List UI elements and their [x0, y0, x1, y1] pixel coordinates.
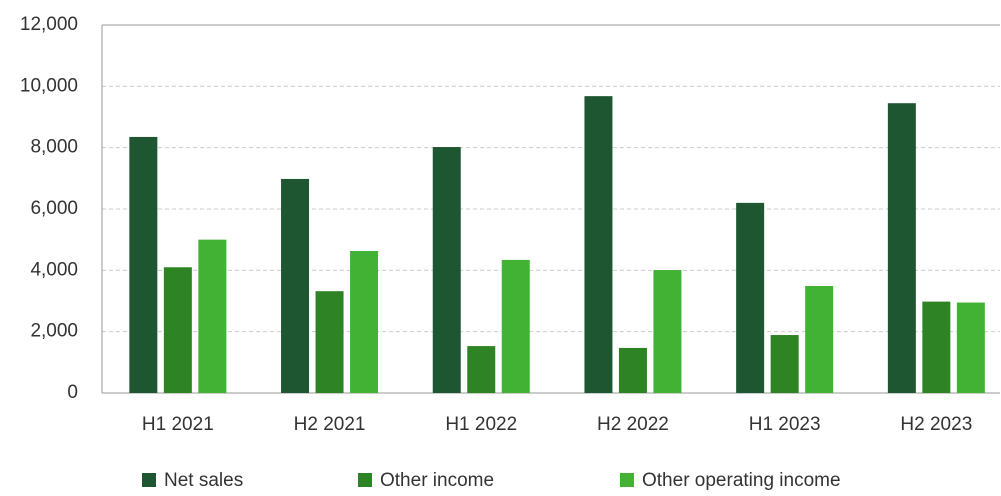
bar: [467, 346, 496, 393]
bar: [922, 301, 951, 393]
bar: [887, 103, 916, 393]
legend-label: Other operating income: [642, 470, 841, 491]
x-tick-label: H2 2022: [597, 414, 669, 435]
bar: [281, 178, 310, 393]
bar: [618, 347, 647, 393]
bar: [501, 259, 530, 393]
x-tick-label: H2 2023: [900, 414, 972, 435]
bar: [653, 270, 682, 393]
y-tick-label: 6,000: [30, 198, 78, 219]
bar: [770, 335, 799, 393]
bar: [736, 202, 765, 393]
legend-swatch: [142, 473, 156, 487]
bar: [584, 96, 613, 393]
legend-label: Net sales: [164, 470, 243, 491]
bar: [956, 302, 985, 393]
y-tick-label: 0: [67, 382, 78, 403]
bar: [315, 291, 344, 393]
bar: [198, 239, 227, 393]
y-tick-label: 4,000: [30, 259, 78, 280]
bar: [805, 285, 834, 393]
x-tick-label: H1 2021: [142, 414, 214, 435]
y-tick-label: 2,000: [30, 321, 78, 342]
bar: [163, 267, 192, 393]
legend-swatch: [620, 473, 634, 487]
legend-swatch: [358, 473, 372, 487]
x-tick-label: H2 2021: [294, 414, 366, 435]
bar: [350, 251, 379, 393]
legend-label: Other income: [380, 470, 494, 491]
y-tick-label: 10,000: [20, 75, 78, 96]
y-tick-label: 12,000: [20, 14, 78, 35]
x-tick-label: H1 2023: [749, 414, 821, 435]
bar: [129, 136, 158, 393]
x-tick-label: H1 2022: [445, 414, 517, 435]
bar: [432, 147, 461, 393]
y-tick-label: 8,000: [30, 137, 78, 158]
